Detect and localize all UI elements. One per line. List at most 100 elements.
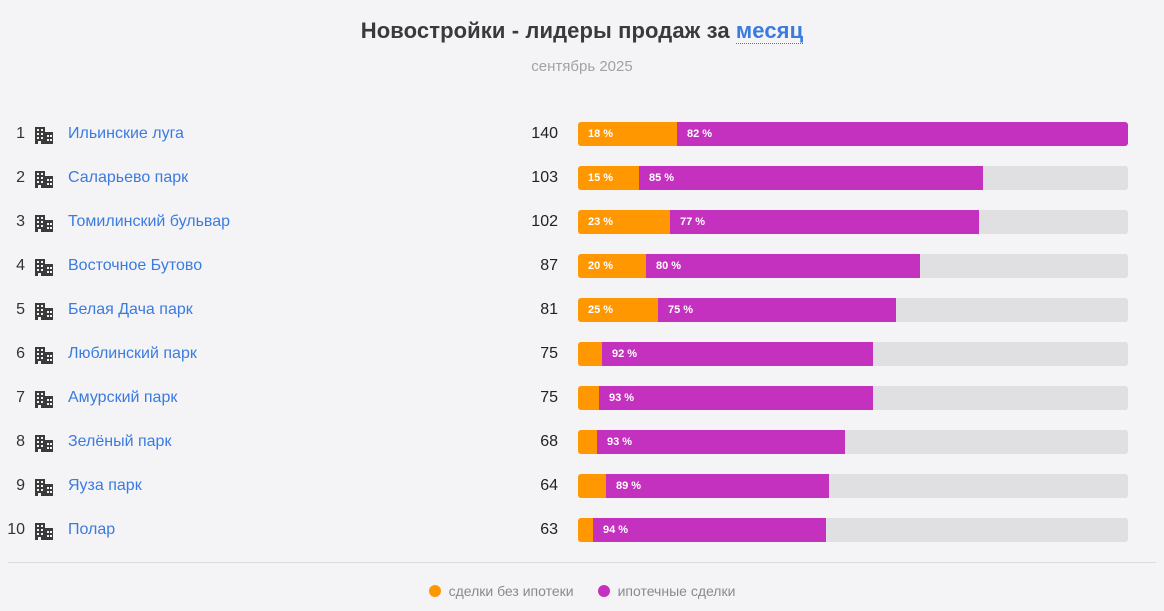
building-icon [35, 347, 53, 364]
bar-segment-cash [578, 518, 593, 542]
bar-fill: 93 % [578, 430, 845, 454]
rank-number: 8 [16, 433, 25, 450]
building-icon [35, 215, 53, 232]
sales-count: 140 [531, 125, 558, 142]
sales-count: 68 [540, 433, 558, 450]
building-icon [35, 479, 53, 496]
bar-track: 25 % 75 % [578, 298, 1128, 322]
complex-name-link[interactable]: Амурский парк [68, 389, 178, 406]
bar-segment-cash: 23 % [578, 210, 670, 234]
table-row: 5 Белая Дача парк 81 25 % 75 % [0, 289, 1164, 333]
complex-name-link[interactable]: Томилинский бульвар [68, 213, 231, 230]
title-prefix: Новостройки - лидеры продаж за [360, 18, 730, 43]
complex-name-link[interactable]: Люблинский парк [68, 345, 197, 362]
chart-title: Новостройки - лидеры продаж за месяц [0, 18, 1164, 44]
legend: сделки без ипотеки ипотечные сделки [0, 583, 1164, 599]
bar-fill: 15 % 85 % [578, 166, 983, 190]
chart-header: Новостройки - лидеры продаж за месяц сен… [0, 18, 1164, 75]
sales-count: 75 [540, 345, 558, 362]
period-selector-link[interactable]: месяц [735, 18, 804, 44]
complex-name-link[interactable]: Зелёный парк [68, 433, 172, 450]
rank-number: 2 [16, 169, 25, 186]
sales-count: 63 [540, 521, 558, 538]
bar-segment-cash [578, 474, 606, 498]
ranking-list: 1 Ильинские луга 140 18 % 82 % 2 Саларьево пар… [0, 113, 1164, 553]
table-row: 8 Зелёный парк 68 93 % [0, 421, 1164, 465]
sales-count: 103 [531, 169, 558, 186]
rank-number: 5 [16, 301, 25, 318]
bar-track: 93 % [578, 430, 1128, 454]
complex-name-link[interactable]: Саларьево парк [68, 169, 189, 186]
sales-count: 64 [540, 477, 558, 494]
table-row: 9 Яуза парк 64 89 % [0, 465, 1164, 509]
rank-number: 4 [16, 257, 25, 274]
table-row: 3 Томилинский бульвар 102 23 % 77 % [0, 201, 1164, 245]
building-icon [35, 303, 53, 320]
complex-name-link[interactable]: Яуза парк [68, 477, 142, 494]
bar-segment-cash: 25 % [578, 298, 658, 322]
rank-number: 6 [16, 345, 25, 362]
table-row: 2 Саларьево парк 103 15 % 85 % [0, 157, 1164, 201]
bar-fill: 89 % [578, 474, 829, 498]
complex-name-link[interactable]: Белая Дача парк [68, 301, 193, 318]
table-row: 4 Восточное Бутово 87 20 % 80 % [0, 245, 1164, 289]
table-row: 10 Полар 63 94 % [0, 509, 1164, 553]
legend-item-mortgage: ипотечные сделки [597, 583, 736, 599]
bar-track: 15 % 85 % [578, 166, 1128, 190]
sales-count: 87 [540, 257, 558, 274]
table-row: 6 Люблинский парк 75 92 % [0, 333, 1164, 377]
bar-fill: 18 % 82 % [578, 122, 1128, 146]
bar-segment-cash [578, 342, 602, 366]
bar-segment-mortgage: 92 % [602, 342, 873, 366]
bar-segment-mortgage: 94 % [593, 518, 826, 542]
building-icon [35, 523, 53, 540]
bar-segment-mortgage: 85 % [639, 166, 983, 190]
bar-fill: 23 % 77 % [578, 210, 979, 234]
bar-segment-mortgage: 93 % [597, 430, 845, 454]
bar-segment-mortgage: 77 % [670, 210, 979, 234]
sales-count: 102 [531, 213, 558, 230]
rank-number: 1 [16, 125, 25, 142]
building-icon [35, 259, 53, 276]
bar-segment-cash: 15 % [578, 166, 639, 190]
building-icon [35, 171, 53, 188]
bar-track: 18 % 82 % [578, 122, 1128, 146]
bar-track: 92 % [578, 342, 1128, 366]
sales-count: 75 [540, 389, 558, 406]
complex-name-link[interactable]: Полар [68, 521, 116, 538]
complex-name-link[interactable]: Восточное Бутово [68, 257, 203, 274]
bar-fill: 92 % [578, 342, 873, 366]
bar-segment-mortgage: 80 % [646, 254, 920, 278]
rank-number: 3 [16, 213, 25, 230]
legend-item-cash: сделки без ипотеки [428, 583, 574, 599]
bar-segment-mortgage: 75 % [658, 298, 896, 322]
legend-divider [8, 562, 1156, 563]
building-icon [35, 435, 53, 452]
bar-segment-cash [578, 386, 599, 410]
bar-segment-mortgage: 89 % [606, 474, 829, 498]
legend-dot-cash [428, 585, 441, 597]
building-icon [35, 127, 53, 144]
bar-fill: 25 % 75 % [578, 298, 896, 322]
rank-number: 10 [7, 521, 25, 538]
bar-track: 89 % [578, 474, 1128, 498]
bar-fill: 93 % [578, 386, 873, 410]
bar-segment-mortgage: 82 % [677, 122, 1128, 146]
legend-label-cash: сделки без ипотеки [448, 583, 574, 599]
complex-name-link[interactable]: Ильинские луга [68, 125, 184, 142]
chart-subtitle: сентябрь 2025 [531, 58, 633, 75]
bar-track: 93 % [578, 386, 1128, 410]
bar-segment-cash: 18 % [578, 122, 677, 146]
table-row: 7 Амурский парк 75 93 % [0, 377, 1164, 421]
legend-dot-mortgage [597, 585, 610, 597]
bar-segment-cash: 20 % [578, 254, 646, 278]
building-icon [35, 391, 53, 408]
table-row: 1 Ильинские луга 140 18 % 82 % [0, 113, 1164, 157]
rank-number: 7 [16, 389, 25, 406]
bar-track: 20 % 80 % [578, 254, 1128, 278]
bar-track: 94 % [578, 518, 1128, 542]
bar-fill: 94 % [578, 518, 826, 542]
bar-track: 23 % 77 % [578, 210, 1128, 234]
sales-count: 81 [540, 301, 558, 318]
legend-label-mortgage: ипотечные сделки [617, 583, 736, 599]
